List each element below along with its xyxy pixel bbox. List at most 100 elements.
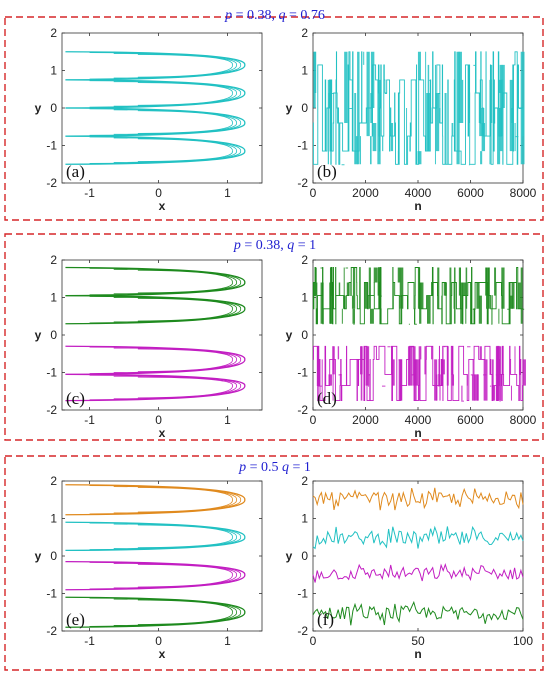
dense-oscillation-band bbox=[409, 346, 413, 386]
dense-oscillation-band bbox=[417, 151, 422, 165]
title-q-value: = 0.76 bbox=[286, 8, 325, 23]
dense-oscillation-band bbox=[382, 136, 384, 152]
dense-oscillation-band bbox=[514, 123, 516, 152]
y-tick-label: -2 bbox=[46, 176, 57, 190]
dense-oscillation-band bbox=[327, 79, 329, 165]
dense-oscillation-band bbox=[451, 123, 454, 137]
dense-oscillation-band bbox=[365, 346, 370, 386]
dense-oscillation-band bbox=[472, 308, 476, 310]
dense-oscillation-band bbox=[366, 51, 370, 137]
y-tick-label: 0 bbox=[50, 549, 57, 563]
left-plot-2-frame bbox=[61, 480, 263, 632]
dashed-panel-frame bbox=[4, 233, 544, 441]
row-title: p = 0.5 q = 1 bbox=[238, 460, 311, 475]
dense-oscillation-band bbox=[397, 267, 401, 283]
dense-oscillation-band bbox=[318, 385, 323, 387]
dense-oscillation-band bbox=[414, 323, 417, 325]
dense-oscillation-band bbox=[368, 267, 371, 309]
y-tick-label: 0 bbox=[50, 328, 57, 342]
title-q-value: = 1 bbox=[294, 238, 316, 253]
dense-oscillation-band bbox=[417, 267, 421, 309]
dense-oscillation-band bbox=[453, 267, 456, 324]
x-tick-label: 0 bbox=[310, 413, 317, 427]
dense-oscillation-band bbox=[461, 400, 464, 402]
y-tick-label: 2 bbox=[50, 253, 57, 267]
dense-oscillation-band bbox=[486, 267, 488, 309]
x-axis-label: n bbox=[414, 426, 421, 440]
dense-oscillation-band bbox=[360, 346, 363, 401]
dense-oscillation-band bbox=[492, 385, 496, 401]
left-plot-1: -2 -1 0 1 2 -1 0 1 x y (c) bbox=[35, 253, 263, 440]
row-title: p = 0.38, q = 0.76 bbox=[224, 8, 325, 23]
dense-oscillation-band bbox=[478, 295, 482, 324]
dense-oscillation-band bbox=[345, 267, 349, 269]
panel-label: (a) bbox=[66, 162, 85, 181]
dense-oscillation-band bbox=[341, 164, 345, 166]
dense-oscillation-band bbox=[392, 359, 395, 386]
dense-oscillation-band bbox=[501, 64, 505, 108]
horseshoe-curve bbox=[65, 51, 246, 81]
dense-oscillation-band bbox=[338, 374, 342, 376]
dense-oscillation-band bbox=[410, 346, 414, 348]
right-plot-2: -2 -1 0 1 2 0 50 100 n y (f) bbox=[286, 474, 534, 661]
x-tick-label: 2000 bbox=[352, 186, 379, 200]
dense-oscillation-band bbox=[522, 308, 525, 310]
horseshoe-curve bbox=[65, 294, 246, 325]
x-tick-label: 4000 bbox=[405, 186, 432, 200]
dense-oscillation-band bbox=[444, 346, 446, 348]
dense-oscillation-band bbox=[399, 359, 403, 401]
time-series-line bbox=[312, 525, 524, 550]
dense-oscillation-band bbox=[489, 385, 492, 387]
dashed-panel-frame bbox=[4, 16, 544, 221]
dense-oscillation-band bbox=[316, 282, 318, 296]
y-tick-label: -2 bbox=[297, 403, 308, 417]
horseshoe-curve bbox=[137, 563, 233, 588]
dense-oscillation-band bbox=[417, 51, 421, 80]
dense-oscillation-band bbox=[429, 79, 431, 81]
dense-oscillation-band bbox=[515, 136, 519, 138]
dense-oscillation-band bbox=[380, 295, 382, 297]
dense-oscillation-band bbox=[369, 136, 372, 165]
horseshoe-curve bbox=[137, 82, 233, 106]
dense-oscillation-band bbox=[337, 346, 340, 360]
y-tick-label: -1 bbox=[297, 587, 308, 601]
horseshoe-curve bbox=[65, 79, 246, 109]
y-tick-label: 0 bbox=[301, 328, 308, 342]
dense-oscillation-band bbox=[313, 51, 316, 108]
title-p: p bbox=[238, 460, 246, 475]
dense-oscillation-band bbox=[491, 359, 494, 401]
dense-oscillation-band bbox=[413, 359, 417, 401]
dense-oscillation-band bbox=[480, 108, 485, 137]
dense-oscillation-band bbox=[373, 267, 378, 283]
dense-oscillation-band bbox=[343, 267, 345, 309]
dense-oscillation-band bbox=[466, 374, 468, 386]
dense-oscillation-band bbox=[472, 359, 475, 375]
dense-oscillation-band bbox=[468, 164, 470, 166]
dense-oscillation-band bbox=[462, 282, 466, 296]
dense-oscillation-band bbox=[418, 346, 421, 401]
dense-oscillation-band bbox=[468, 79, 470, 123]
dense-oscillation-band bbox=[489, 79, 491, 165]
row-title: p = 0.38, q = 1 bbox=[233, 238, 316, 253]
y-tick-label: -1 bbox=[297, 366, 308, 380]
horseshoe-curve bbox=[137, 110, 233, 134]
horseshoe-curve bbox=[137, 524, 233, 549]
dense-oscillation-band bbox=[424, 346, 427, 375]
dense-oscillation-band bbox=[331, 93, 335, 94]
y-axis-label: y bbox=[35, 549, 42, 563]
x-tick-label: 50 bbox=[411, 634, 425, 648]
dense-oscillation-band bbox=[399, 267, 404, 309]
x-axis-label: n bbox=[414, 647, 421, 661]
dense-oscillation-band bbox=[434, 64, 436, 165]
dense-oscillation-band bbox=[360, 136, 362, 165]
dense-oscillation-band bbox=[321, 359, 323, 401]
dense-oscillation-band bbox=[368, 385, 370, 387]
y-tick-label: 0 bbox=[301, 549, 308, 563]
y-tick-label: -2 bbox=[46, 624, 57, 638]
title-p-value: = 0.38, bbox=[241, 238, 287, 253]
dense-oscillation-band bbox=[338, 282, 341, 296]
dense-oscillation-band bbox=[514, 346, 516, 375]
x-tick-label: 1 bbox=[224, 186, 231, 200]
horseshoe-curve bbox=[89, 485, 242, 515]
dense-oscillation-band bbox=[438, 93, 441, 94]
